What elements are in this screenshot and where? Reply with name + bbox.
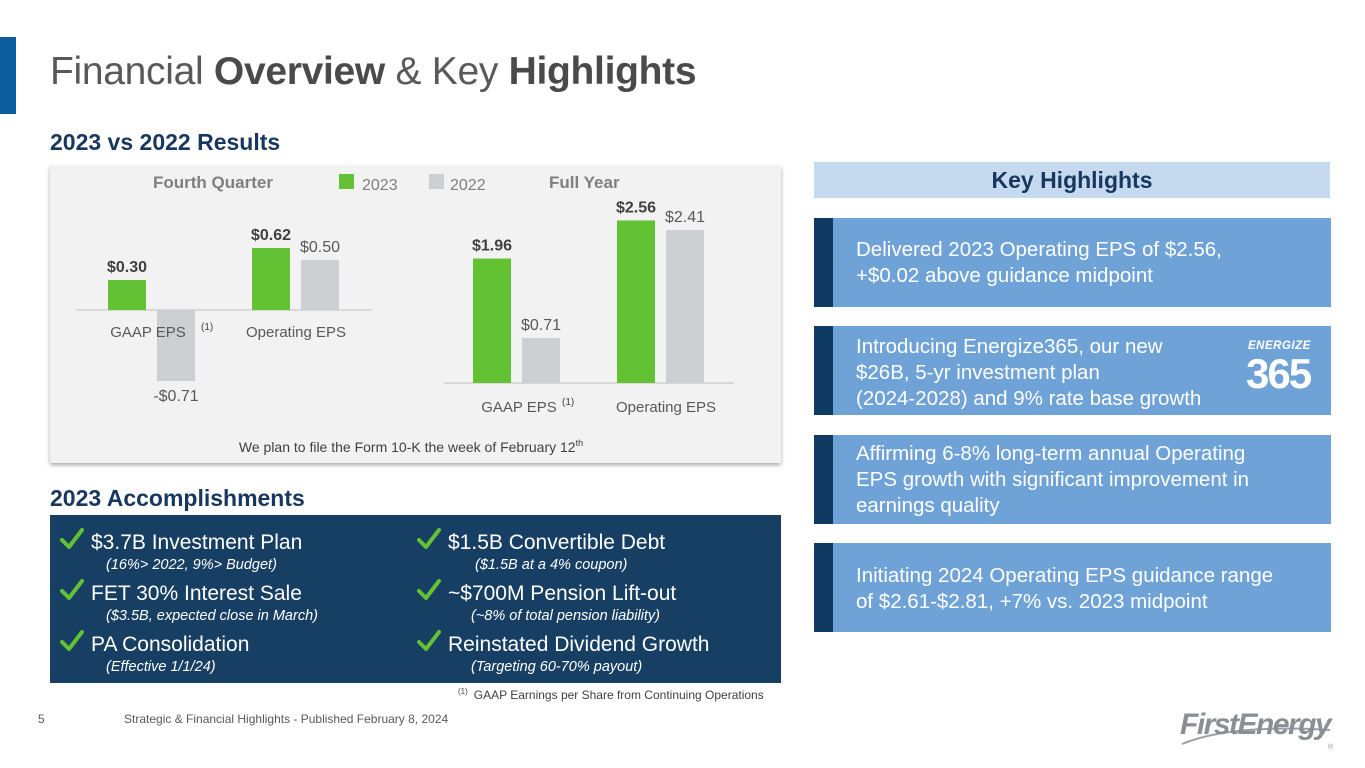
check-icon [60,579,84,600]
page-title: Financial Overview & Key Highlights [50,50,697,93]
legend-label-2022: 2022 [450,177,486,194]
form-10k-note: We plan to file the Form 10-K the week o… [239,438,583,455]
highlight-card-stripe [814,218,833,307]
eps-bar-chart: Fourth Quarter Full Year 2023 2022 $0.30… [76,173,734,455]
energize365-logo: ENERGIZE 365 [1246,340,1312,397]
key-highlights-title: Key Highlights [814,162,1330,198]
bar-2022-gaap-eps [157,310,195,381]
check-icon [60,630,84,651]
check-icon [417,579,441,600]
category-label: GAAP EPS [481,399,557,416]
footer-text: Strategic & Financial Highlights - Publi… [124,712,449,726]
full-year-title: Full Year [549,173,620,192]
category-label: Operating EPS [616,399,716,416]
category-footnote-marker: (1) [562,397,574,408]
data-label: $0.30 [107,259,147,276]
highlight-card-eps-growth: Affirming 6-8% long-term annual Operatin… [814,435,1331,524]
logo-swoosh [1181,727,1331,745]
logo-registered-mark: ® [1328,743,1334,751]
bar-2022-operating-eps [301,260,339,310]
data-label: $0.71 [521,317,561,334]
bar-2022-operating-eps [666,229,704,383]
data-label: $0.50 [300,239,340,256]
legend-swatch-2023 [339,174,354,189]
page-number: 5 [38,712,45,726]
bar-2023-gaap-eps [473,258,511,383]
highlight-card-stripe [814,543,833,632]
highlight-card-guidance: Initiating 2024 Operating EPS guidance r… [814,543,1331,632]
highlight-text: Affirming 6-8% long-term annual Operatin… [856,442,1250,517]
bar-2022-gaap-eps [522,337,560,383]
bar-2023-gaap-eps [108,280,146,310]
category-label: GAAP EPS [110,324,186,341]
data-label: $2.41 [665,209,705,226]
highlight-text: Delivered 2023 Operating EPS of $2.56, +… [856,238,1222,287]
results-heading: 2023 vs 2022 Results [50,129,281,155]
accomplishments-heading: 2023 Accomplishments [50,485,305,511]
check-icon [60,528,84,549]
category-label: Operating EPS [246,324,346,341]
category-footnote-marker: (1) [201,322,213,333]
highlight-card-operating-eps: Delivered 2023 Operating EPS of $2.56, +… [814,218,1331,307]
fourth-quarter-title: Fourth Quarter [153,173,273,192]
data-label: $2.56 [616,199,656,216]
highlight-card-stripe [814,435,833,524]
accomplishments-panel: $3.7B Investment Plan (16%> 2022, 9%> Bu… [50,515,781,683]
footnote: (1) GAAP Earnings per Share from Continui… [458,687,764,702]
check-icon [417,630,441,651]
eps-chart-panel: Fourth Quarter Full Year 2023 2022 $0.30… [50,166,781,463]
highlight-text: Introducing Energize365, our new $26B, 5… [856,335,1202,410]
check-icon [417,528,441,549]
data-label: $0.62 [251,227,291,244]
data-label: -$0.71 [153,388,198,405]
title-accent-bar [0,37,16,114]
firstenergy-logo: FirstEnergy ® [1180,708,1335,751]
highlight-text: Initiating 2024 Operating EPS guidance r… [856,564,1274,613]
bar-2023-operating-eps [617,220,655,383]
highlight-card-energize365: Introducing Energize365, our new $26B, 5… [814,326,1331,415]
bar-2023-operating-eps [252,248,290,310]
legend-swatch-2022 [429,174,444,189]
data-label: $1.96 [472,238,512,255]
legend-label-2023: 2023 [362,177,398,194]
highlight-card-stripe [814,326,833,415]
logo-text: FirstEnergy [1180,708,1333,741]
